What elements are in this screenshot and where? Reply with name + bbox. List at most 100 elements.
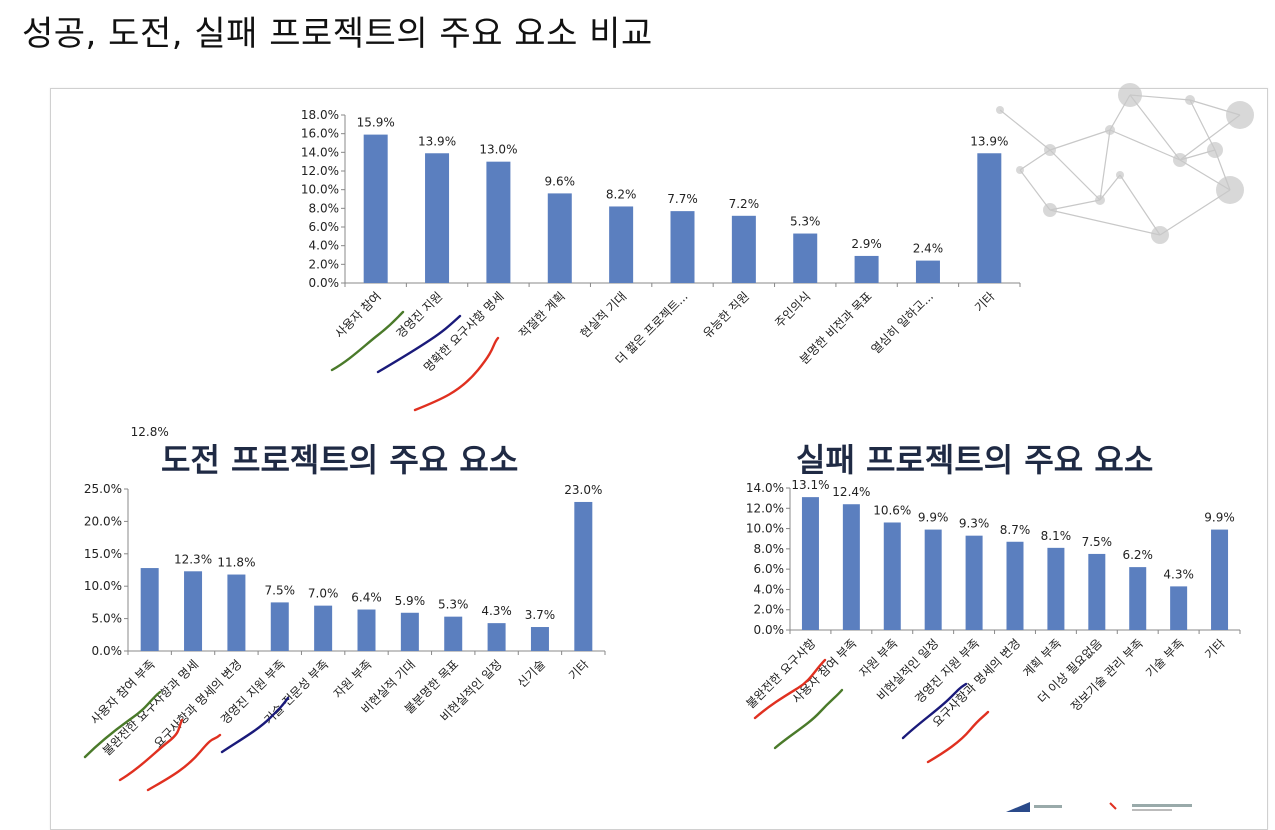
bar <box>854 255 879 283</box>
bar <box>227 574 246 651</box>
data-label: 4.3% <box>481 604 512 618</box>
y-tick-label: 16.0% <box>301 127 339 141</box>
data-label: 8.7% <box>1000 523 1031 537</box>
y-tick-label: 4.0% <box>754 582 785 596</box>
y-tick-label: 0.0% <box>92 644 123 658</box>
network-link <box>1189 99 1216 151</box>
network-link <box>1049 149 1101 201</box>
data-label: 7.7% <box>667 192 698 206</box>
bar <box>184 571 203 651</box>
bar <box>444 616 463 651</box>
network-link <box>1049 209 1161 236</box>
network-link <box>1049 129 1111 151</box>
bar <box>487 623 506 651</box>
data-label: 5.3% <box>438 598 469 612</box>
data-label: 13.9% <box>970 134 1008 148</box>
data-label: 9.3% <box>959 517 990 531</box>
footer-logo-strip <box>1000 800 1240 814</box>
bar <box>400 612 419 651</box>
y-tick-label: 2.0% <box>754 603 785 617</box>
data-label: 5.9% <box>395 594 426 608</box>
data-label: 2.4% <box>913 242 944 256</box>
bar <box>965 535 983 630</box>
bar <box>357 609 376 651</box>
network-link <box>1099 174 1121 201</box>
network-link <box>1119 174 1161 236</box>
y-tick-label: 8.0% <box>309 201 340 215</box>
underline-stroke <box>146 733 222 792</box>
slide-image: 도전 프로젝트의 주요 요소 실패 프로젝트의 주요 요소 <box>50 88 1268 830</box>
network-node <box>1173 153 1187 167</box>
network-node <box>1118 83 1142 107</box>
data-label: 7.2% <box>729 197 760 211</box>
bar <box>486 161 511 283</box>
data-label: 12.4% <box>832 485 870 499</box>
data-label: 13.1% <box>791 478 829 492</box>
y-tick-label: 6.0% <box>754 562 785 576</box>
y-tick-label: 10.0% <box>84 579 122 593</box>
network-node <box>1095 195 1105 205</box>
bar <box>1047 547 1065 630</box>
data-label: 12.3% <box>174 552 212 566</box>
network-node <box>1016 166 1024 174</box>
network-node <box>1226 101 1254 129</box>
data-label: 9.9% <box>918 511 949 525</box>
network-node <box>1105 125 1115 135</box>
bar <box>731 215 756 283</box>
bar <box>140 568 159 651</box>
network-link <box>999 109 1051 151</box>
data-label: 9.9% <box>1204 511 1235 525</box>
network-link <box>1099 129 1111 201</box>
data-label: 6.4% <box>351 591 382 605</box>
bar <box>270 602 289 651</box>
data-label: 15.9% <box>357 116 395 130</box>
y-tick-label: 10.0% <box>746 522 784 536</box>
underline-stroke <box>83 690 162 759</box>
data-label: 8.1% <box>1041 529 1072 543</box>
data-label: 8.2% <box>606 187 637 201</box>
network-node <box>1043 203 1057 217</box>
underline-stroke <box>118 718 184 782</box>
y-tick-label: 25.0% <box>84 482 122 496</box>
network-node <box>1216 176 1244 204</box>
network-node <box>996 106 1004 114</box>
network-node <box>1044 144 1056 156</box>
network-link <box>1129 94 1181 161</box>
bar <box>363 134 388 283</box>
data-label: 10.6% <box>873 503 911 517</box>
underline-stroke <box>376 314 462 374</box>
y-tick-label: 8.0% <box>754 542 785 556</box>
y-tick-label: 15.0% <box>84 547 122 561</box>
bar <box>915 260 940 283</box>
page-title: 성공, 도전, 실패 프로젝트의 주요 요소 비교 <box>22 14 653 54</box>
y-tick-label: 6.0% <box>309 220 340 234</box>
y-tick-label: 18.0% <box>301 108 339 122</box>
data-label: 7.0% <box>308 587 339 601</box>
network-node <box>1151 226 1169 244</box>
underline-stroke <box>901 682 968 740</box>
challenged-chart-title: 도전 프로젝트의 주요 요소 <box>161 441 519 479</box>
network-link <box>1109 129 1181 161</box>
y-tick-label: 14.0% <box>301 145 339 159</box>
data-label: 13.0% <box>479 143 517 157</box>
bar <box>977 153 1002 283</box>
underline-stroke <box>413 336 500 412</box>
data-label: 23.0% <box>564 483 602 497</box>
bar <box>793 233 818 283</box>
underline-stroke <box>926 710 990 764</box>
underline-stroke <box>220 696 290 754</box>
network-node <box>1116 171 1124 179</box>
network-link <box>1019 149 1051 171</box>
bar <box>425 153 450 283</box>
data-label: 9.6% <box>545 174 576 188</box>
bar <box>547 193 572 283</box>
underline-stroke <box>330 310 405 372</box>
y-tick-label: 0.0% <box>754 623 785 637</box>
underline-stroke <box>753 658 827 720</box>
y-tick-label: 20.0% <box>84 514 122 528</box>
network-node <box>1185 95 1195 105</box>
bar <box>1006 541 1024 630</box>
